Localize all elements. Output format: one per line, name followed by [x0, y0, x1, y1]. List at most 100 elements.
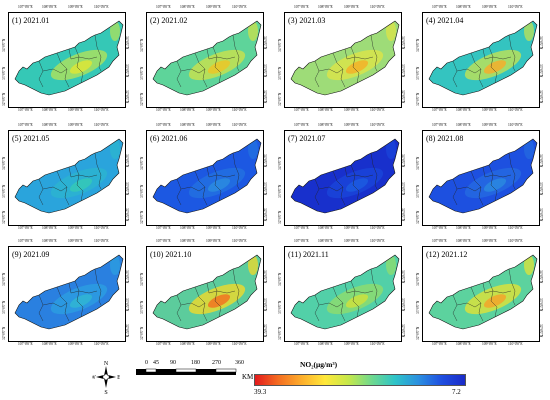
county-boundary — [42, 302, 68, 308]
county-boundary — [232, 34, 240, 72]
longitude-tick-top: 107°0'0"E — [294, 5, 309, 9]
longitude-tick-bottom: 108°0'0"E — [456, 108, 471, 112]
latitude-tick-left: 33°0'0"N — [416, 300, 420, 314]
latitude-tick-left: 34°0'0"N — [278, 272, 282, 286]
concentration-hotspot — [345, 294, 369, 308]
longitude-tick-bottom: 107°0'0"E — [432, 342, 447, 346]
longitude-tick-bottom: 110°0'0"E — [508, 342, 523, 346]
longitude-tick-bottom: 109°0'0"E — [206, 342, 221, 346]
longitude-tick-bottom: 110°0'0"E — [370, 226, 385, 230]
concentration-hotspot — [207, 60, 231, 74]
longitude-tick-bottom: 109°0'0"E — [482, 226, 497, 230]
county-boundary — [354, 290, 374, 294]
county-boundary — [456, 68, 482, 74]
concentration-band-ne — [386, 255, 396, 275]
panel-label: (1) 2021.01 — [12, 16, 50, 25]
region-outline — [428, 138, 538, 214]
concentration-band-ne — [386, 21, 396, 41]
concentration-band-ne — [248, 255, 258, 275]
longitude-tick-bottom: 107°0'0"E — [156, 108, 171, 112]
map-frame: (3) 2021.03 — [284, 12, 402, 108]
county-boundary — [38, 178, 44, 206]
county-boundary — [42, 186, 68, 192]
county-boundary — [232, 152, 240, 190]
region-outline — [152, 138, 262, 214]
longitude-tick-bottom: 108°0'0"E — [180, 108, 195, 112]
longitude-tick-bottom: 109°0'0"E — [344, 226, 359, 230]
county-boundary — [94, 152, 102, 190]
no2-choropleth — [290, 138, 400, 214]
latitude-tick-left: 32°0'0"N — [278, 210, 282, 224]
county-boundary — [94, 34, 102, 72]
map-frame: (8) 2021.08 — [422, 130, 540, 226]
longitude-tick-bottom: 107°0'0"E — [18, 342, 33, 346]
county-boundary — [370, 34, 378, 72]
scale-bar: 0 45 90 180 270 360 KM — [132, 360, 272, 390]
map-panel: 107°0'0"E 107°0'0"E 108°0'0"E 108°0'0"E 109°… — [2, 239, 132, 348]
longitude-tick-bottom: 107°0'0"E — [294, 342, 309, 346]
county-boundary — [232, 268, 240, 306]
longitude-tick-bottom: 110°0'0"E — [370, 108, 385, 112]
longitude-tick-bottom: 109°0'0"E — [206, 226, 221, 230]
longitude-tick-bottom: 108°0'0"E — [180, 226, 195, 230]
scale-unit: KM — [242, 373, 254, 381]
latitude-tick-left: 32°0'0"N — [2, 210, 6, 224]
longitude-tick-bottom: 110°0'0"E — [232, 342, 247, 346]
county-boundary — [38, 60, 44, 88]
county-boundary — [206, 48, 218, 60]
county-boundary — [176, 178, 182, 206]
longitude-tick-bottom: 109°0'0"E — [482, 342, 497, 346]
region-outline — [290, 254, 400, 330]
longitude-tick-bottom: 107°0'0"E — [156, 226, 171, 230]
panel-label: (2) 2021.02 — [150, 16, 188, 25]
map-frame: (10) 2021.10 — [146, 246, 264, 342]
county-boundary — [68, 48, 80, 60]
longitude-tick-top: 108°0'0"E — [180, 5, 195, 9]
county-boundary — [74, 280, 84, 318]
latitude-tick-left: 34°0'0"N — [140, 272, 144, 286]
county-boundary — [344, 282, 356, 294]
county-boundary — [370, 268, 378, 306]
county-boundary — [78, 56, 98, 60]
concentration-band-ne — [248, 139, 258, 159]
longitude-tick-top: 109°0'0"E — [68, 239, 83, 243]
region-outline — [428, 20, 538, 96]
map-panel: 107°0'0"E 107°0'0"E 108°0'0"E 108°0'0"E 109°… — [416, 123, 546, 232]
longitude-tick-bottom: 109°0'0"E — [68, 108, 83, 112]
longitude-tick-top: 107°0'0"E — [294, 123, 309, 127]
longitude-tick-top: 109°0'0"E — [206, 5, 221, 9]
county-boundary — [488, 46, 498, 84]
scale-label-45: 45 — [153, 360, 159, 366]
panel-label: (5) 2021.05 — [12, 134, 50, 143]
latitude-tick-left: 33°0'0"N — [278, 184, 282, 198]
latitude-tick-left: 32°0'0"N — [2, 326, 6, 340]
latitude-tick-left: 34°0'0"N — [278, 38, 282, 52]
latitude-tick-left: 34°0'0"N — [278, 156, 282, 170]
longitude-tick-top: 109°0'0"E — [344, 123, 359, 127]
county-boundary — [314, 60, 320, 88]
longitude-tick-bottom: 108°0'0"E — [318, 226, 333, 230]
county-boundary — [176, 294, 182, 322]
county-boundary — [452, 60, 458, 88]
latitude-tick-left: 33°0'0"N — [140, 300, 144, 314]
county-boundary — [318, 302, 344, 308]
map-frame: (1) 2021.01 — [8, 12, 126, 108]
county-boundary — [488, 280, 498, 318]
county-boundary — [482, 48, 494, 60]
longitude-tick-top: 107°0'0"E — [156, 239, 171, 243]
county-boundary — [314, 178, 320, 206]
latitude-tick-left: 32°0'0"N — [140, 326, 144, 340]
panel-label: (4) 2021.04 — [426, 16, 464, 25]
county-boundary — [492, 290, 512, 294]
county-boundary — [452, 178, 458, 206]
panel-label: (12) 2021.12 — [426, 250, 468, 259]
scale-label-180: 180 — [191, 360, 200, 366]
longitude-tick-bottom: 107°0'0"E — [18, 226, 33, 230]
latitude-tick-left: 32°0'0"N — [140, 92, 144, 106]
longitude-tick-bottom: 108°0'0"E — [42, 226, 57, 230]
county-boundary — [216, 56, 236, 60]
longitude-tick-bottom: 108°0'0"E — [318, 108, 333, 112]
county-boundary — [482, 166, 494, 178]
latitude-tick-left: 33°0'0"N — [2, 66, 6, 80]
longitude-tick-bottom: 108°0'0"E — [456, 342, 471, 346]
